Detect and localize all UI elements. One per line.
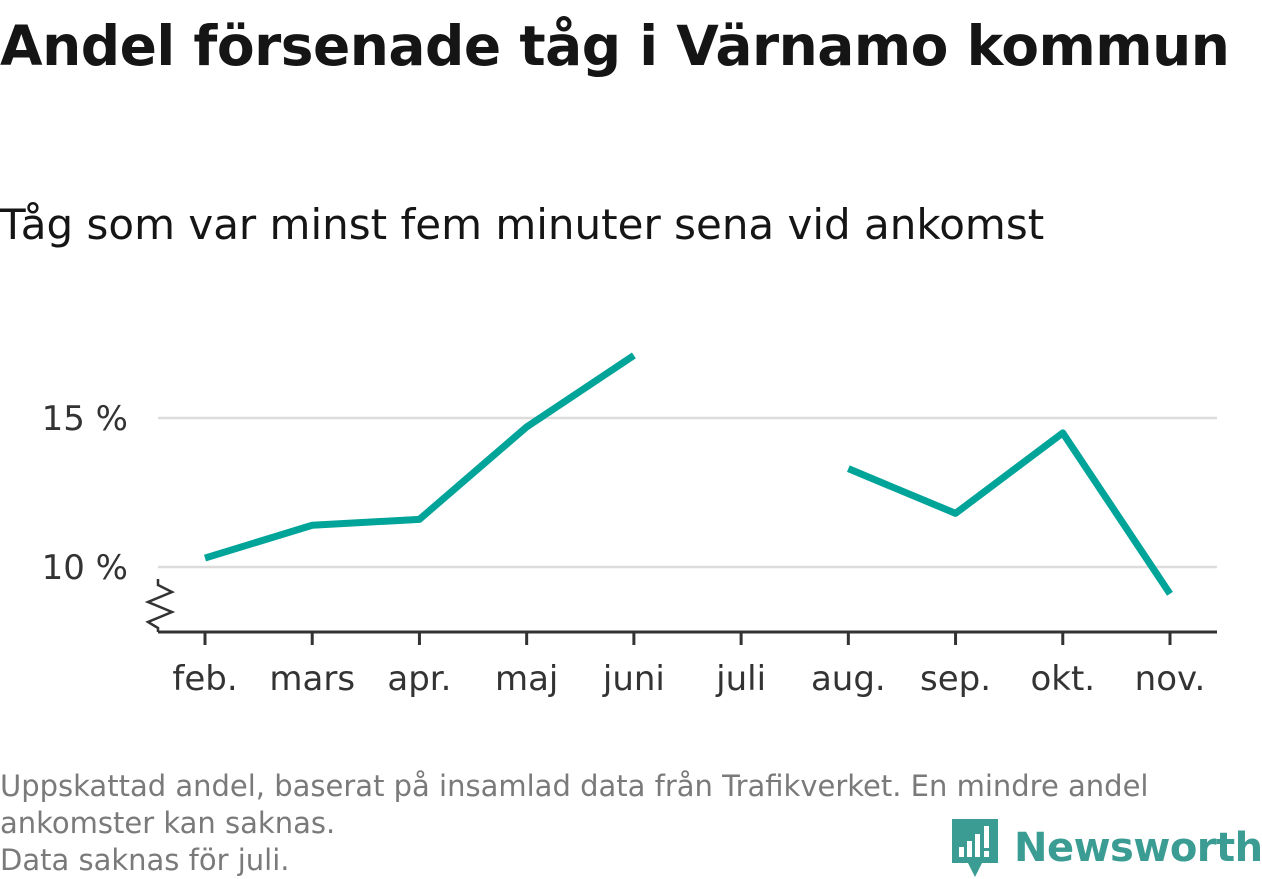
y-tick-label: 15 % xyxy=(42,399,128,439)
y-axis-labels: 10 % 15 % xyxy=(42,399,128,588)
brand-name: Newsworthy xyxy=(1014,825,1262,871)
x-tick-label: juni xyxy=(602,659,665,699)
x-tick-label: apr. xyxy=(387,659,451,699)
x-tick-label: feb. xyxy=(172,659,237,699)
y-tick-label: 10 % xyxy=(42,548,128,588)
series-lines xyxy=(203,352,1173,596)
footnote: Uppskattad andel, baserat på insamlad da… xyxy=(0,768,1250,879)
series-line-segment xyxy=(846,429,1173,596)
x-tick-label: aug. xyxy=(811,659,886,699)
series-line-segment xyxy=(203,352,636,562)
x-axis-labels: feb. mars apr. maj juni juli aug. sep. okt. nov. xyxy=(172,659,1205,699)
footnote-line-1: Uppskattad andel, baserat på insamlad da… xyxy=(0,769,1149,803)
x-tick-label: maj xyxy=(495,659,558,699)
x-tick-label: sep. xyxy=(920,659,991,699)
chart-title: Andel försenade tåg i Värnamo kommun xyxy=(0,14,1230,78)
newsworthy-logo-icon xyxy=(952,819,998,877)
footnote-line-3: Data saknas för juli. xyxy=(0,843,290,877)
x-tick-label: juli xyxy=(715,659,766,699)
axis-break-mark xyxy=(144,579,176,632)
brand-logo: Newsworthy xyxy=(950,817,1262,879)
x-axis xyxy=(144,579,1217,645)
chart-subtitle: Tåg som var minst fem minuter sena vid a… xyxy=(0,200,1045,249)
x-tick-label: nov. xyxy=(1135,659,1206,699)
x-tick-label: okt. xyxy=(1030,659,1095,699)
footnote-line-2: ankomster kan saknas. xyxy=(0,806,336,840)
gridlines xyxy=(158,416,1217,569)
x-tick-label: mars xyxy=(269,659,355,699)
